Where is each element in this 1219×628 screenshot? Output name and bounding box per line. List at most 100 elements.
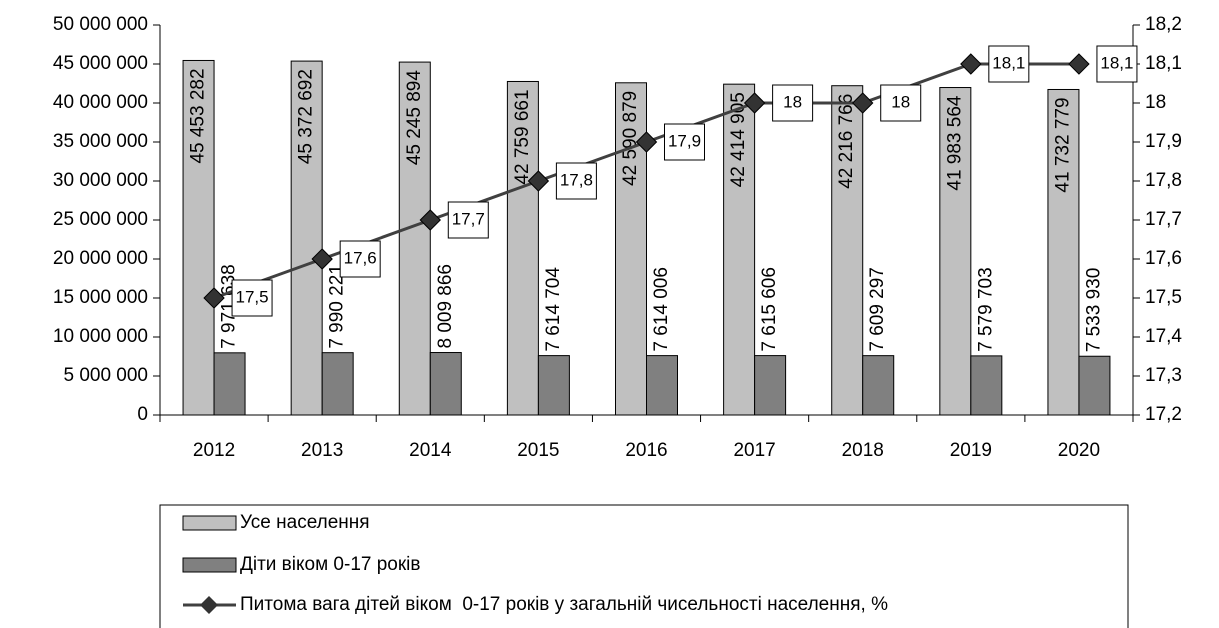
line-label: 17,8 (560, 170, 593, 189)
bar (506, 80, 539, 416)
bar (1047, 88, 1080, 416)
value-label: 42 216 766 (836, 94, 857, 189)
y2-tick-label: 18,1 (1145, 53, 1182, 74)
y-tick-label: 45 000 000 (53, 53, 148, 74)
x-tick-label: 2017 (733, 440, 775, 461)
marker (419, 209, 441, 231)
x-tick-label: 2013 (301, 440, 343, 461)
value-label: 7 614 006 (651, 267, 672, 352)
legend-marker (200, 596, 218, 614)
label-box (555, 162, 597, 200)
bar (429, 352, 462, 416)
marker (311, 248, 333, 270)
line-label: 17,6 (344, 248, 377, 267)
y-tick-label: 0 (137, 404, 148, 425)
legend-label: Діти віком 0-17 років (240, 554, 421, 575)
value-label: 41 983 564 (944, 95, 965, 191)
line-label: 18 (891, 92, 910, 111)
marker (203, 287, 225, 309)
x-tick-label: 2015 (517, 440, 559, 461)
x-tick-label: 2016 (625, 440, 667, 461)
y2-tick-label: 17,6 (1145, 248, 1182, 269)
x-tick-label: 2012 (193, 440, 235, 461)
value-label: 7 615 606 (759, 267, 780, 352)
bar (182, 59, 215, 416)
bar (831, 85, 864, 416)
x-tick-label: 2014 (409, 440, 452, 461)
label-box (231, 279, 273, 317)
marker (960, 53, 982, 75)
bar (321, 352, 354, 416)
value-label: 45 453 282 (188, 68, 209, 163)
value-label: 7 533 930 (1083, 268, 1104, 353)
value-label: 7 990 221 (327, 264, 348, 349)
label-box (988, 45, 1030, 83)
bar (723, 83, 756, 416)
legend-label: Усе населення (240, 512, 370, 533)
value-label: 41 732 779 (1052, 97, 1073, 192)
value-label: 42 759 661 (512, 89, 533, 184)
y2-tick-label: 17,4 (1145, 326, 1182, 347)
x-tick-label: 2018 (842, 440, 884, 461)
legend (159, 504, 1129, 628)
legend-swatch (182, 557, 237, 573)
line-label: 18,1 (992, 53, 1025, 72)
y-tick-label: 30 000 000 (53, 170, 148, 191)
y2-tick-label: 17,3 (1145, 365, 1182, 386)
y-tick-label: 20 000 000 (53, 248, 148, 269)
marker (1068, 53, 1090, 75)
label-box (664, 123, 705, 161)
y2-tick-label: 17,7 (1145, 209, 1182, 230)
x-tick-label: 2019 (950, 440, 992, 461)
marker (743, 92, 766, 114)
y-tick-label: 35 000 000 (53, 131, 148, 152)
label-box (880, 84, 922, 122)
label-box (339, 240, 381, 278)
label-box (1096, 45, 1138, 83)
value-label: 42 414 905 (728, 92, 749, 187)
value-label: 7 579 703 (975, 267, 996, 352)
y-tick-label: 10 000 000 (53, 326, 148, 347)
value-label: 7 609 297 (867, 267, 888, 352)
y2-tick-label: 17,5 (1145, 287, 1182, 308)
line-label: 17,9 (668, 131, 701, 150)
value-label: 7 614 704 (543, 267, 564, 352)
value-label: 45 245 894 (404, 70, 425, 166)
marker (635, 131, 658, 153)
y2-tick-label: 18,2 (1145, 14, 1182, 35)
value-label: 8 009 866 (435, 264, 456, 349)
y-tick-label: 40 000 000 (53, 92, 148, 113)
bar (646, 355, 678, 416)
label-box (447, 201, 489, 239)
bar (290, 60, 323, 416)
bar (537, 355, 570, 416)
value-label: 42 590 879 (620, 91, 641, 186)
y-tick-label: 25 000 000 (53, 209, 148, 230)
y2-tick-label: 17,2 (1145, 404, 1182, 425)
line-label: 17,7 (452, 209, 485, 228)
line-label: 17,5 (236, 287, 269, 306)
x-tick-label: 2020 (1058, 440, 1100, 461)
label-box (772, 84, 814, 122)
legend-label: Питома вага дітей віком 0-17 років у заг… (240, 594, 888, 615)
y2-tick-label: 17,9 (1145, 131, 1182, 152)
y2-tick-label: 17,8 (1145, 170, 1182, 191)
bar (939, 87, 972, 416)
marker (527, 170, 550, 192)
y-tick-label: 5 000 000 (63, 365, 148, 386)
value-label: 45 372 692 (296, 69, 317, 164)
line-label: 18 (783, 92, 802, 111)
y-tick-label: 15 000 000 (53, 287, 148, 308)
y-tick-label: 50 000 000 (53, 14, 148, 35)
bar (754, 355, 787, 416)
bar (398, 61, 431, 416)
bar (1078, 355, 1111, 416)
bar (213, 352, 246, 416)
line-label: 18,1 (1100, 53, 1133, 72)
bar (970, 355, 1003, 416)
legend-swatch (182, 515, 237, 531)
bar (862, 355, 895, 416)
y2-tick-label: 18 (1145, 92, 1166, 113)
marker (852, 92, 874, 114)
